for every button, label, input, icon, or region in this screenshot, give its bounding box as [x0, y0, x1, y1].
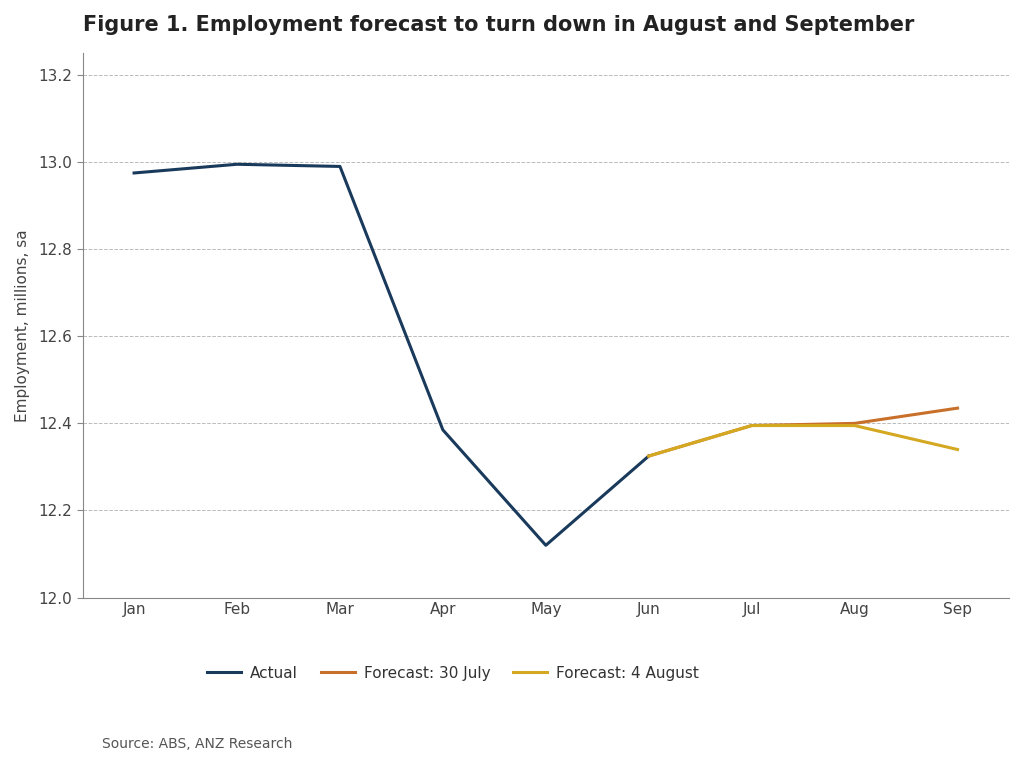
Actual — [540, 541, 552, 550]
Y-axis label: Employment, millions, sa: Employment, millions, sa — [15, 229, 30, 422]
Actual — [128, 168, 140, 177]
Forecast: 30 July: (7, 12.4): 30 July: (7, 12.4) — [849, 419, 861, 428]
Line: Forecast: 4 August: Forecast: 4 August — [649, 425, 957, 456]
Actual — [230, 160, 243, 169]
Forecast: 30 July: (6, 12.4): 30 July: (6, 12.4) — [745, 421, 758, 430]
Forecast: 4 August: (7, 12.4): 4 August: (7, 12.4) — [849, 421, 861, 430]
Line: Actual: Actual — [134, 164, 649, 545]
Text: Source: ABS, ANZ Research: Source: ABS, ANZ Research — [102, 737, 293, 751]
Text: Figure 1. Employment forecast to turn down in August and September: Figure 1. Employment forecast to turn do… — [83, 15, 914, 35]
Actual — [334, 162, 346, 171]
Forecast: 4 August: (8, 12.3): 4 August: (8, 12.3) — [951, 445, 964, 454]
Actual — [643, 452, 655, 461]
Line: Forecast: 30 July: Forecast: 30 July — [649, 408, 957, 456]
Forecast: 30 July: (5, 12.3): 30 July: (5, 12.3) — [643, 452, 655, 461]
Forecast: 4 August: (5, 12.3): 4 August: (5, 12.3) — [643, 452, 655, 461]
Actual — [437, 425, 450, 435]
Forecast: 30 July: (8, 12.4): 30 July: (8, 12.4) — [951, 403, 964, 412]
Legend: Actual, Forecast: 30 July, Forecast: 4 August: Actual, Forecast: 30 July, Forecast: 4 A… — [202, 660, 706, 687]
Forecast: 4 August: (6, 12.4): 4 August: (6, 12.4) — [745, 421, 758, 430]
